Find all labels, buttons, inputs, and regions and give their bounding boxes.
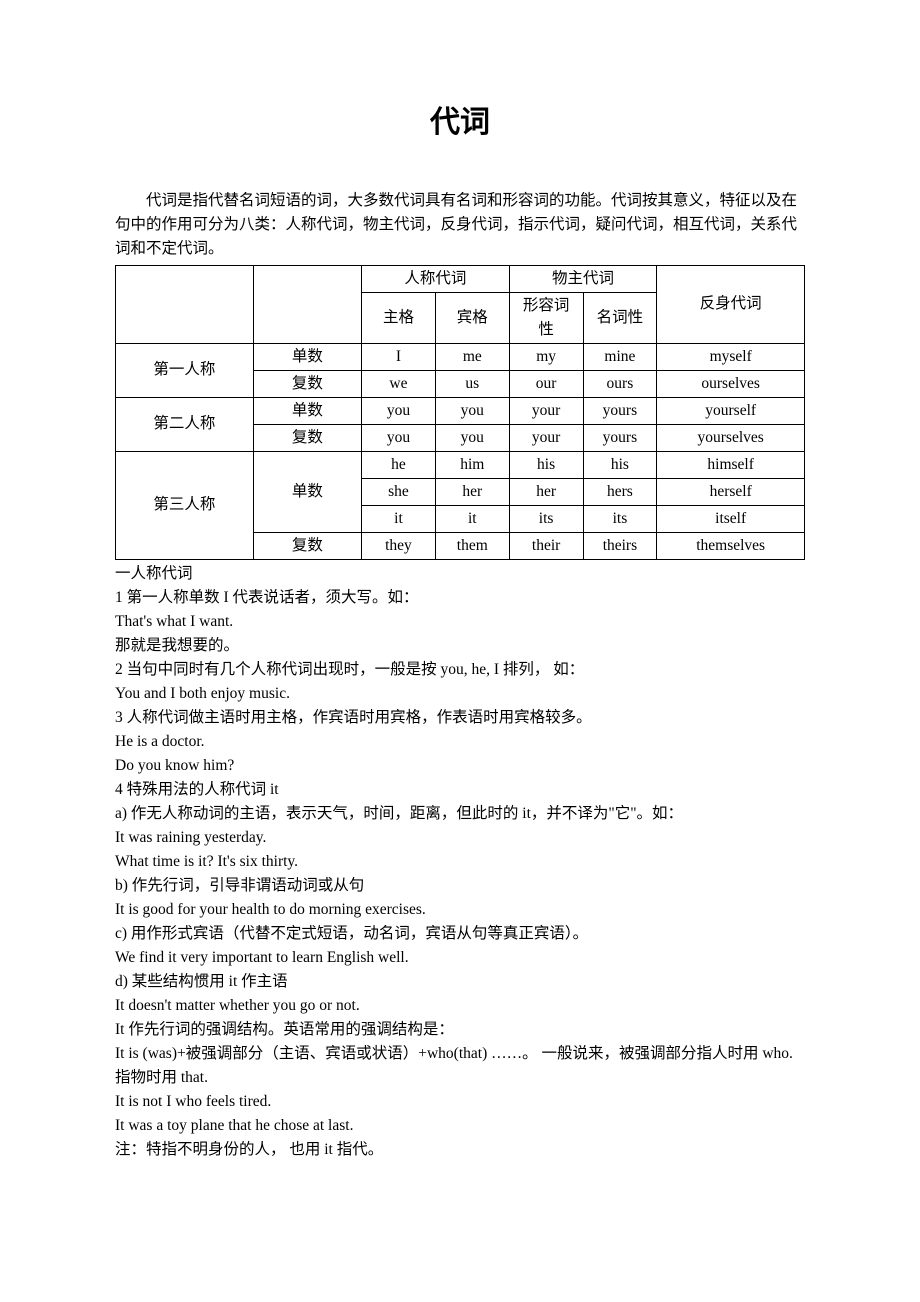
body-line: It is good for your health to do morning…	[115, 898, 805, 922]
body-line: He is a doctor.	[115, 730, 805, 754]
cell: you	[362, 424, 436, 451]
body-line: 一人称代词	[115, 562, 805, 586]
cell: them	[435, 532, 509, 559]
body-line: a) 作无人称动词的主语，表示天气，时间，距离，但此时的 it，并不译为"它"。…	[115, 802, 805, 826]
cell: himself	[657, 451, 805, 478]
cell: myself	[657, 343, 805, 370]
body-line: 3 人称代词做主语时用主格，作宾语时用宾格，作表语时用宾格较多。	[115, 706, 805, 730]
row-plural: 复数	[253, 424, 361, 451]
cell: yourself	[657, 397, 805, 424]
body-line: That's what I want.	[115, 610, 805, 634]
cell: mine	[583, 343, 657, 370]
cell: it	[362, 505, 436, 532]
cell: themselves	[657, 532, 805, 559]
header-possessive: 物主代词	[509, 265, 657, 292]
cell: your	[509, 397, 583, 424]
row-second-person: 第二人称	[116, 397, 254, 451]
header-reflexive: 反身代词	[657, 265, 805, 343]
cell: you	[362, 397, 436, 424]
row-plural: 复数	[253, 532, 361, 559]
body-line: 4 特殊用法的人称代词 it	[115, 778, 805, 802]
cell: he	[362, 451, 436, 478]
content-body: 一人称代词 1 第一人称单数 I 代表说话者，须大写。如： That's wha…	[115, 562, 805, 1162]
header-personal: 人称代词	[362, 265, 510, 292]
cell: its	[583, 505, 657, 532]
intro-paragraph: 代词是指代替名词短语的词，大多数代词具有名词和形容词的功能。代词按其意义，特征以…	[115, 189, 805, 261]
table-row: 第二人称 单数 you you your yours yourself	[116, 397, 805, 424]
body-line: It doesn't matter whether you go or not.	[115, 994, 805, 1018]
row-first-person: 第一人称	[116, 343, 254, 397]
cell: herself	[657, 478, 805, 505]
body-line: 2 当句中同时有几个人称代词出现时，一般是按 you, he, I 排列， 如：	[115, 658, 805, 682]
cell: his	[583, 451, 657, 478]
header-subjective: 主格	[362, 292, 436, 343]
body-line: What time is it? It's six thirty.	[115, 850, 805, 874]
cell: us	[435, 370, 509, 397]
header-nominal: 名词性	[583, 292, 657, 343]
header-objective: 宾格	[435, 292, 509, 343]
row-singular: 单数	[253, 451, 361, 532]
body-line: You and I both enjoy music.	[115, 682, 805, 706]
cell: her	[509, 478, 583, 505]
cell: we	[362, 370, 436, 397]
cell: you	[435, 424, 509, 451]
pronoun-table: 人称代词 物主代词 反身代词 主格 宾格 形容词 性 名词性 第一人称 单数 I…	[115, 265, 805, 560]
cell: him	[435, 451, 509, 478]
table-row: 第一人称 单数 I me my mine myself	[116, 343, 805, 370]
cell: your	[509, 424, 583, 451]
cell: she	[362, 478, 436, 505]
body-line: We find it very important to learn Engli…	[115, 946, 805, 970]
cell: itself	[657, 505, 805, 532]
row-third-person: 第三人称	[116, 451, 254, 559]
body-line: It 作先行词的强调结构。英语常用的强调结构是：	[115, 1018, 805, 1042]
cell: theirs	[583, 532, 657, 559]
header-blank-1	[116, 265, 254, 343]
body-line: 1 第一人称单数 I 代表说话者，须大写。如：	[115, 586, 805, 610]
body-line: It is not I who feels tired.	[115, 1090, 805, 1114]
cell: they	[362, 532, 436, 559]
cell: its	[509, 505, 583, 532]
body-line: c) 用作形式宾语（代替不定式短语，动名词，宾语从句等真正宾语）。	[115, 922, 805, 946]
cell: it	[435, 505, 509, 532]
adjectival-line1: 形容词	[523, 297, 570, 314]
body-line: It is (was)+被强调部分（主语、宾语或状语）+who(that) ………	[115, 1042, 805, 1090]
body-line: It was raining yesterday.	[115, 826, 805, 850]
cell: my	[509, 343, 583, 370]
cell: yours	[583, 397, 657, 424]
cell: me	[435, 343, 509, 370]
cell: his	[509, 451, 583, 478]
page-title: 代词	[115, 100, 805, 147]
document-page: 代词 代词是指代替名词短语的词，大多数代词具有名词和形容词的功能。代词按其意义，…	[0, 0, 920, 1222]
body-line: 那就是我想要的。	[115, 634, 805, 658]
cell: yourselves	[657, 424, 805, 451]
cell: her	[435, 478, 509, 505]
header-blank-2	[253, 265, 361, 343]
body-line: It was a toy plane that he chose at last…	[115, 1114, 805, 1138]
body-line: Do you know him?	[115, 754, 805, 778]
body-line: d) 某些结构惯用 it 作主语	[115, 970, 805, 994]
cell: yours	[583, 424, 657, 451]
cell: ourselves	[657, 370, 805, 397]
cell: I	[362, 343, 436, 370]
body-line: 注：特指不明身份的人， 也用 it 指代。	[115, 1138, 805, 1162]
cell: our	[509, 370, 583, 397]
body-line: b) 作先行词，引导非谓语动词或从句	[115, 874, 805, 898]
cell: you	[435, 397, 509, 424]
row-singular: 单数	[253, 397, 361, 424]
table-row: 第三人称 单数 he him his his himself	[116, 451, 805, 478]
cell: hers	[583, 478, 657, 505]
row-singular: 单数	[253, 343, 361, 370]
cell: ours	[583, 370, 657, 397]
row-plural: 复数	[253, 370, 361, 397]
table-header-row-1: 人称代词 物主代词 反身代词	[116, 265, 805, 292]
cell: their	[509, 532, 583, 559]
adjectival-line2: 性	[538, 321, 554, 338]
header-adjectival: 形容词 性	[509, 292, 583, 343]
